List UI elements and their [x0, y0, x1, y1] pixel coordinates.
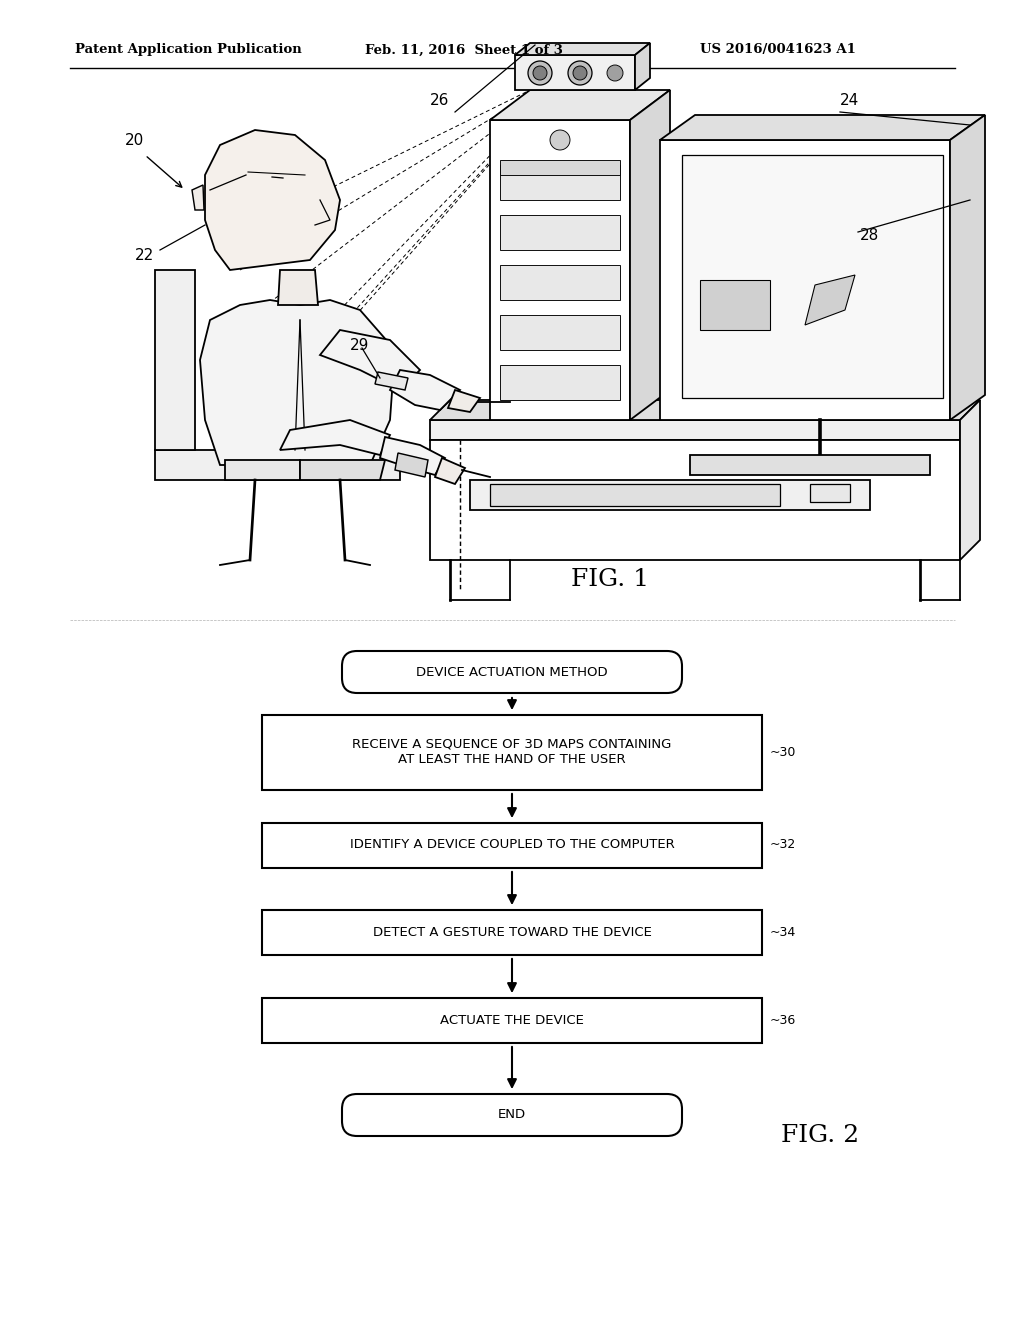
Polygon shape — [682, 156, 943, 399]
Text: END: END — [498, 1109, 526, 1122]
Polygon shape — [690, 455, 930, 475]
Text: AT LEAST THE HAND OF THE USER: AT LEAST THE HAND OF THE USER — [398, 754, 626, 766]
Polygon shape — [660, 115, 985, 140]
Polygon shape — [700, 280, 770, 330]
Polygon shape — [635, 44, 650, 90]
Polygon shape — [435, 458, 465, 484]
Circle shape — [568, 61, 592, 84]
FancyBboxPatch shape — [342, 651, 682, 693]
Text: Patent Application Publication: Patent Application Publication — [75, 44, 302, 57]
Polygon shape — [515, 44, 650, 55]
Polygon shape — [430, 400, 980, 420]
Bar — [262, 909, 762, 954]
Text: 28: 28 — [860, 228, 880, 243]
Circle shape — [534, 66, 547, 81]
Text: Feb. 11, 2016  Sheet 1 of 3: Feb. 11, 2016 Sheet 1 of 3 — [365, 44, 563, 57]
Text: ACTUATE THE DEVICE: ACTUATE THE DEVICE — [440, 1014, 584, 1027]
Text: 22: 22 — [135, 248, 155, 263]
Polygon shape — [193, 185, 204, 210]
Polygon shape — [225, 459, 300, 480]
Polygon shape — [380, 437, 445, 475]
Polygon shape — [500, 160, 620, 176]
Text: DETECT A GESTURE TOWARD THE DEVICE: DETECT A GESTURE TOWARD THE DEVICE — [373, 925, 651, 939]
Polygon shape — [500, 366, 620, 400]
Polygon shape — [430, 440, 961, 560]
Polygon shape — [490, 120, 630, 420]
Bar — [262, 822, 762, 867]
Text: ~34: ~34 — [770, 925, 797, 939]
Text: 24: 24 — [840, 92, 859, 108]
Polygon shape — [950, 115, 985, 420]
Text: RECEIVE A SEQUENCE OF 3D MAPS CONTAINING: RECEIVE A SEQUENCE OF 3D MAPS CONTAINING — [352, 738, 672, 751]
Polygon shape — [278, 271, 318, 305]
Polygon shape — [375, 372, 408, 389]
Polygon shape — [961, 400, 980, 560]
Text: IDENTIFY A DEVICE COUPLED TO THE COMPUTER: IDENTIFY A DEVICE COUPLED TO THE COMPUTE… — [349, 838, 675, 851]
Polygon shape — [155, 271, 195, 450]
Polygon shape — [280, 420, 390, 455]
Text: US 2016/0041623 A1: US 2016/0041623 A1 — [700, 44, 856, 57]
Polygon shape — [810, 484, 850, 502]
Text: 29: 29 — [350, 338, 370, 352]
Bar — [262, 714, 762, 789]
Polygon shape — [395, 453, 428, 477]
Text: FIG. 1: FIG. 1 — [571, 569, 649, 591]
Polygon shape — [319, 330, 420, 389]
Circle shape — [573, 66, 587, 81]
Polygon shape — [490, 484, 780, 506]
Polygon shape — [470, 480, 870, 510]
Text: FIG. 2: FIG. 2 — [781, 1123, 859, 1147]
Text: DEVICE ACTUATION METHOD: DEVICE ACTUATION METHOD — [416, 665, 608, 678]
Circle shape — [528, 61, 552, 84]
Polygon shape — [630, 90, 670, 420]
Polygon shape — [155, 450, 400, 480]
Text: ~32: ~32 — [770, 838, 797, 851]
Polygon shape — [515, 55, 635, 90]
Polygon shape — [500, 315, 620, 350]
Circle shape — [607, 65, 623, 81]
Polygon shape — [200, 300, 395, 465]
Polygon shape — [500, 215, 620, 249]
Text: ~36: ~36 — [770, 1014, 797, 1027]
FancyBboxPatch shape — [342, 1094, 682, 1137]
Text: ~30: ~30 — [770, 746, 797, 759]
Bar — [262, 998, 762, 1043]
Circle shape — [550, 129, 570, 150]
Text: 26: 26 — [430, 92, 450, 108]
Polygon shape — [490, 90, 670, 120]
Polygon shape — [390, 370, 460, 411]
Polygon shape — [449, 389, 480, 412]
Polygon shape — [500, 165, 620, 201]
Polygon shape — [660, 140, 950, 420]
Polygon shape — [205, 129, 340, 271]
Polygon shape — [430, 420, 961, 440]
Polygon shape — [805, 275, 855, 325]
Polygon shape — [300, 459, 385, 480]
Text: 20: 20 — [125, 133, 144, 148]
Polygon shape — [500, 265, 620, 300]
